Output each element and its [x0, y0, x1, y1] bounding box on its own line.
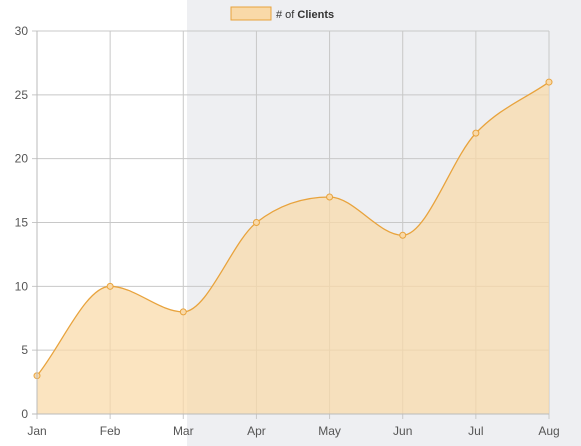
- data-point: [106, 282, 114, 290]
- y-tick-label: 15: [15, 216, 29, 230]
- x-tick-label: May: [318, 424, 341, 438]
- x-tick-label: Feb: [100, 424, 121, 438]
- data-point: [252, 219, 260, 226]
- legend-series-name: Clients: [297, 9, 334, 21]
- y-tick-label: 5: [21, 343, 28, 357]
- x-tick-label: Jan: [27, 424, 46, 438]
- x-tick-label: Jun: [393, 424, 412, 438]
- legend[interactable]: # of Clients: [230, 6, 334, 21]
- legend-label[interactable]: # of Clients: [276, 9, 334, 21]
- data-point: [179, 308, 187, 316]
- y-tick-label: 30: [15, 24, 29, 38]
- x-tick-label: Jul: [468, 424, 483, 438]
- x-tick-label: Mar: [173, 424, 194, 438]
- y-tick-label: 20: [15, 152, 29, 166]
- y-tick-label: 10: [15, 279, 29, 293]
- data-point: [472, 129, 480, 137]
- legend-prefix: # of: [276, 9, 295, 21]
- y-tick-label: 25: [15, 88, 29, 102]
- data-point: [326, 193, 334, 201]
- area-layer: [36, 81, 550, 415]
- legend-swatch[interactable]: [230, 6, 272, 21]
- x-tick-label: Apr: [247, 424, 266, 438]
- data-point: [545, 78, 553, 86]
- y-tick-label: 0: [21, 407, 28, 421]
- x-tick-label: Aug: [538, 424, 559, 438]
- axis-layer: 0 5 10 15 20 25 30 Jan Feb Mar Apr May Jun Jul Aug: [15, 24, 560, 438]
- data-point: [399, 231, 407, 239]
- series-area-fill: [37, 82, 549, 415]
